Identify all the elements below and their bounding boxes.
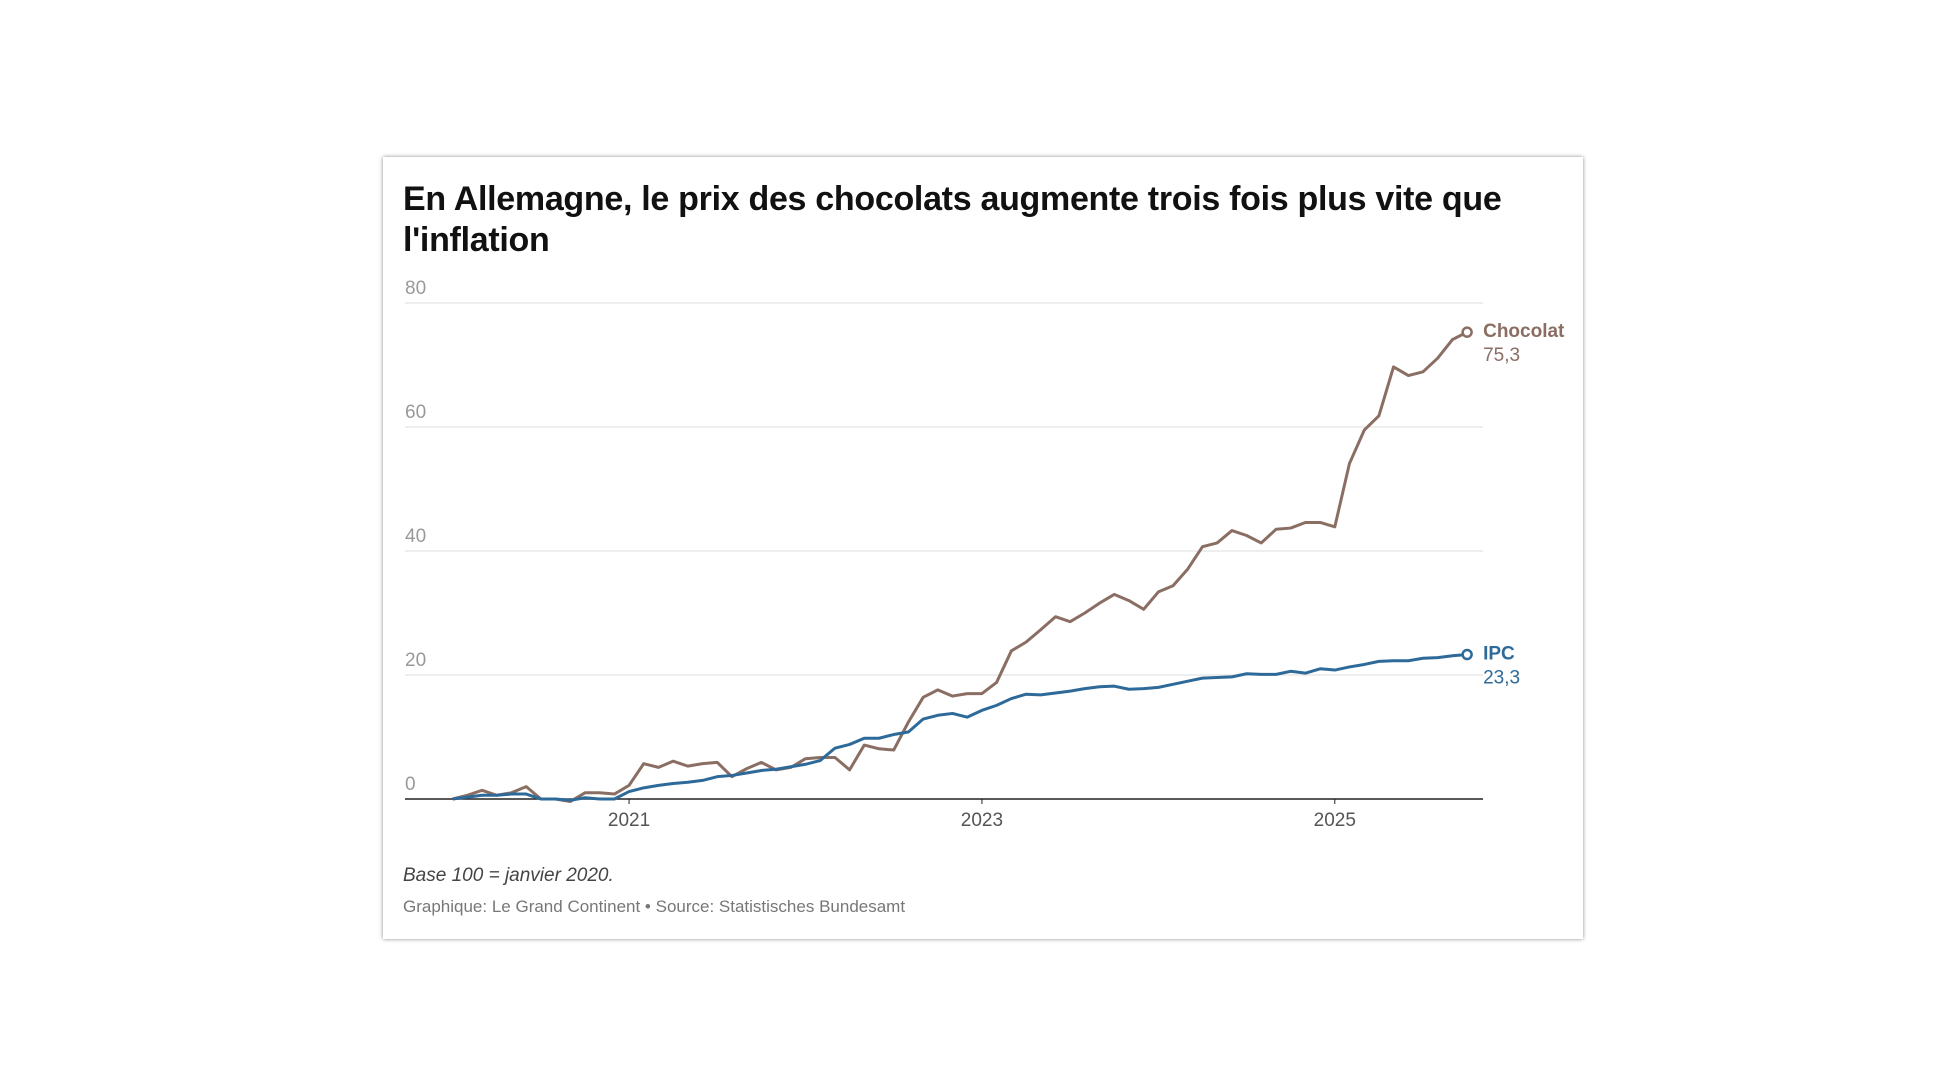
- y-tick-label: 20: [405, 650, 426, 671]
- x-tick-label: 2021: [608, 810, 650, 831]
- series-line: [452, 330, 1468, 803]
- chart: 0 20 40 60 80 2021 2023 2025 Chocolat 75,3 IPC 23,3: [405, 278, 1565, 831]
- y-tick-label: 0: [405, 774, 416, 795]
- end-marker: [1461, 648, 1473, 661]
- value-label: 75,3: [1483, 345, 1520, 366]
- chart-title: En Allemagne, le prix des chocolats augm…: [403, 180, 1502, 259]
- series-label: IPC: [1483, 644, 1515, 665]
- chart-source: Graphique: Le Grand Continent • Source: …: [403, 897, 906, 916]
- chart-note: Base 100 = janvier 2020.: [403, 865, 614, 886]
- x-tick-label: 2023: [961, 810, 1003, 831]
- x-tick-label: 2025: [1314, 810, 1356, 831]
- y-tick-label: 40: [405, 526, 426, 547]
- chart-card: En Allemagne, le prix des chocolats augm…: [383, 157, 1583, 939]
- end-marker: [1461, 326, 1473, 338]
- series-line: [452, 653, 1468, 802]
- y-tick-label: 80: [405, 278, 426, 299]
- series-label: Chocolat: [1483, 321, 1565, 342]
- value-label: 23,3: [1483, 668, 1520, 689]
- y-tick-label: 60: [405, 402, 426, 423]
